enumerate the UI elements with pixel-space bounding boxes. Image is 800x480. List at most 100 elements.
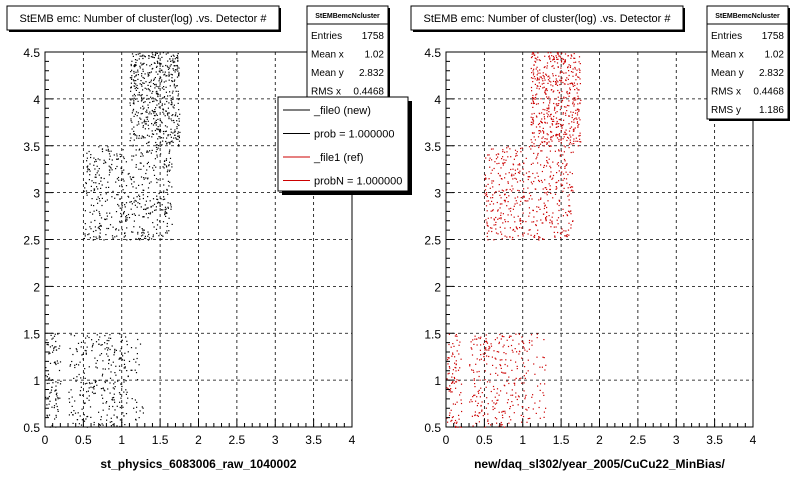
data-point: [528, 229, 530, 231]
data-point: [561, 77, 563, 79]
legend-entry: _file0 (new): [313, 105, 371, 117]
data-point: [528, 342, 531, 344]
data-point: [492, 203, 495, 205]
data-point: [568, 115, 570, 117]
data-point: [559, 119, 562, 121]
data-point: [543, 82, 545, 84]
data-point: [502, 410, 504, 412]
data-point: [546, 138, 548, 140]
data-point: [146, 109, 148, 111]
data-point: [512, 229, 514, 231]
data-point: [151, 98, 153, 100]
data-point: [93, 188, 96, 190]
data-point: [131, 78, 133, 80]
data-point: [124, 192, 126, 194]
y-tick-label: 4.5: [424, 46, 441, 60]
data-point: [142, 229, 144, 231]
data-point: [96, 198, 98, 200]
data-point: [139, 238, 141, 240]
data-point: [133, 103, 135, 105]
data-point: [147, 104, 149, 106]
data-point: [507, 214, 509, 216]
data-point: [148, 74, 150, 76]
data-point: [133, 155, 135, 157]
data-point: [550, 167, 552, 169]
data-point: [528, 215, 530, 217]
data-point: [522, 181, 525, 183]
data-point: [57, 398, 59, 400]
data-point: [535, 96, 537, 99]
data-point: [159, 128, 161, 131]
data-point: [155, 85, 157, 87]
data-point: [471, 354, 474, 356]
data-point: [498, 341, 500, 343]
data-point: [131, 53, 134, 55]
data-point: [163, 81, 165, 83]
data-point: [557, 89, 559, 92]
data-point: [136, 353, 138, 355]
data-point: [153, 57, 155, 59]
data-point: [53, 349, 55, 351]
data-point: [78, 423, 80, 425]
data-point: [120, 341, 122, 343]
data-point: [558, 99, 560, 102]
data-point: [540, 198, 542, 200]
data-point: [514, 230, 516, 232]
data-point: [543, 416, 545, 418]
data-point: [478, 421, 480, 423]
data-point: [173, 119, 175, 122]
data-point: [109, 377, 112, 379]
data-point: [534, 234, 536, 237]
data-point: [84, 187, 86, 189]
data-point: [166, 174, 168, 176]
data-point: [546, 96, 548, 98]
data-point: [509, 335, 511, 337]
data-point: [563, 72, 565, 74]
data-point: [134, 87, 136, 90]
data-point: [137, 338, 139, 341]
data-point: [108, 408, 110, 410]
data-point: [141, 232, 143, 234]
data-point: [460, 383, 463, 385]
data-point: [538, 130, 540, 132]
data-point: [177, 56, 179, 58]
data-point: [565, 114, 567, 116]
data-point: [449, 385, 451, 387]
data-point: [512, 168, 514, 170]
data-point: [512, 178, 514, 180]
data-point: [568, 92, 571, 94]
data-point: [503, 344, 505, 346]
data-point: [116, 165, 118, 168]
data-point: [504, 227, 506, 229]
data-point: [452, 343, 454, 345]
data-point: [503, 384, 505, 386]
data-point: [542, 127, 544, 129]
data-point: [502, 213, 504, 215]
data-point: [133, 126, 135, 128]
data-point: [106, 199, 108, 201]
data-point: [493, 350, 495, 352]
data-point: [163, 88, 165, 90]
data-point: [533, 143, 535, 145]
data-point: [535, 115, 538, 117]
data-point: [557, 96, 559, 98]
data-point: [154, 115, 156, 117]
y-tick-label: 4: [33, 93, 40, 107]
data-point: [496, 422, 498, 424]
data-point: [122, 149, 124, 151]
data-point: [173, 60, 175, 62]
data-point: [538, 59, 540, 61]
data-point: [533, 152, 535, 154]
data-point: [494, 396, 496, 398]
data-point: [136, 59, 138, 61]
data-point: [83, 420, 86, 422]
data-point: [536, 220, 538, 222]
data-point: [515, 377, 517, 379]
data-point: [572, 84, 574, 86]
data-point: [528, 171, 530, 173]
data-point: [523, 232, 525, 234]
data-point: [578, 89, 580, 91]
data-point: [470, 347, 472, 349]
data-point: [131, 183, 133, 185]
